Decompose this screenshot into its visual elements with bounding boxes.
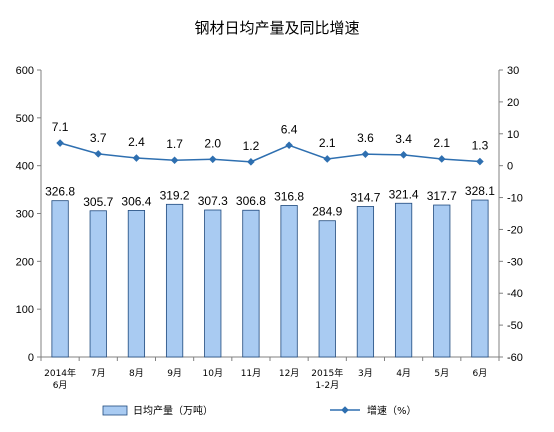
left-axis-tick-label: 100	[16, 304, 34, 316]
bar	[356, 206, 375, 358]
line-value-label: 7.1	[52, 120, 69, 134]
category-label: 11月	[241, 368, 261, 379]
legend-bar-label: 日均产量（万吨）	[133, 404, 213, 417]
right-axis-tick-label: -40	[507, 288, 523, 300]
line-value-label: 3.7	[90, 131, 107, 145]
line-value-label: 3.4	[395, 132, 412, 146]
right-axis-ticks: -60 -50 -40 -30 -20 -10 0 10 20 30	[499, 65, 523, 364]
right-axis-tick-label: -30	[507, 256, 523, 268]
line-point	[94, 150, 103, 158]
bar-value-label: 321.4	[389, 187, 419, 201]
category-label: 1-2月	[315, 380, 339, 391]
left-axis-ticks: 0 100 200 300 400 500 600	[16, 65, 41, 364]
category-label: 10月	[203, 368, 223, 379]
line-value-label: 1.2	[243, 139, 260, 153]
left-axis-tick-label: 600	[16, 65, 34, 77]
line-point	[361, 150, 370, 158]
left-axis-tick-label: 300	[16, 209, 34, 221]
plot-area	[40, 70, 500, 358]
line-point	[170, 156, 179, 165]
legend-line-label: 增速（%）	[367, 404, 417, 417]
line-point	[399, 151, 408, 159]
bar	[242, 209, 260, 358]
line-point	[132, 154, 141, 162]
bar-data-labels: 326.8 305.7 306.4 319.2 307.3 306.8 316.8 284.9…	[45, 184, 495, 219]
left-axis-tick-label: 0	[28, 352, 34, 364]
bar-value-label: 317.7	[427, 189, 457, 203]
bar-value-label: 314.7	[350, 190, 380, 204]
line-value-label: 6.4	[281, 122, 298, 136]
bar	[433, 204, 451, 358]
category-label: 3月	[358, 368, 373, 379]
right-axis-tick-label: 30	[507, 65, 519, 77]
line-data-labels: 7.1 3.7 2.4 1.7 2.0 1.2 6.4 2.1 3.6 3.4 2.1 1.3	[52, 120, 489, 153]
line-value-label: 2.4	[128, 135, 145, 149]
growth-line	[59, 142, 480, 163]
right-axis-tick-label: 0	[507, 161, 513, 173]
legend-line-marker	[341, 406, 349, 414]
bar	[89, 210, 107, 358]
right-axis-tick-label: 20	[507, 97, 519, 109]
bar	[318, 220, 336, 358]
bar	[127, 210, 146, 358]
line-value-label: 2.1	[433, 136, 450, 150]
line-value-label: 1.7	[166, 137, 183, 151]
bar	[204, 209, 222, 358]
line-point	[323, 155, 332, 163]
line-point	[476, 157, 484, 166]
line-value-label: 2.1	[319, 136, 336, 150]
line-point	[208, 155, 217, 164]
bar-value-label: 326.8	[45, 185, 75, 199]
left-axis-tick-label: 400	[16, 161, 34, 173]
right-axis-tick-label: 10	[507, 129, 519, 141]
category-label: 2015年	[311, 367, 343, 379]
bar-value-label: 307.3	[198, 194, 228, 208]
right-axis-tick-label: -10	[507, 193, 523, 205]
category-label: 9月	[167, 368, 182, 379]
bar-value-label: 306.4	[121, 194, 151, 208]
category-label: 6月	[473, 368, 488, 379]
chart-title: 钢材日均产量及同比增速	[194, 19, 359, 37]
category-label: 4月	[396, 368, 411, 379]
line-value-label: 2.0	[204, 136, 221, 150]
category-label: 7月	[91, 368, 106, 379]
bar-value-label: 305.7	[83, 195, 113, 209]
bar-value-label: 328.1	[465, 184, 495, 198]
line-series	[56, 139, 484, 166]
line-point	[285, 141, 293, 150]
category-label: 12月	[279, 368, 299, 379]
right-axis-tick-label: -20	[507, 224, 523, 236]
bar-value-label: 306.8	[236, 194, 266, 208]
bar	[51, 200, 69, 358]
left-axis-tick-label: 200	[16, 256, 34, 268]
line-point	[247, 158, 255, 166]
bar	[394, 202, 413, 358]
line-point	[56, 139, 64, 147]
chart-legend: 日均产量（万吨） 增速（%）	[102, 404, 417, 417]
right-axis-tick-label: -50	[507, 320, 523, 332]
category-label: 6月	[53, 380, 68, 391]
bar-value-label: 284.9	[312, 205, 342, 219]
category-label: 5月	[434, 368, 449, 379]
bar-value-label: 316.8	[274, 189, 304, 203]
category-label: 2014年	[44, 367, 76, 379]
category-label: 8月	[129, 368, 144, 379]
bar-value-label: 319.2	[160, 188, 190, 202]
line-point	[437, 155, 446, 163]
line-value-label: 1.3	[472, 139, 489, 153]
bar	[280, 205, 298, 358]
bar	[471, 199, 489, 358]
bar	[165, 203, 184, 358]
legend-bar-swatch	[102, 405, 128, 416]
right-axis-tick-label: -60	[507, 352, 523, 364]
left-axis-tick-label: 500	[16, 113, 34, 125]
line-value-label: 3.6	[357, 131, 374, 145]
bar-series	[51, 199, 489, 358]
